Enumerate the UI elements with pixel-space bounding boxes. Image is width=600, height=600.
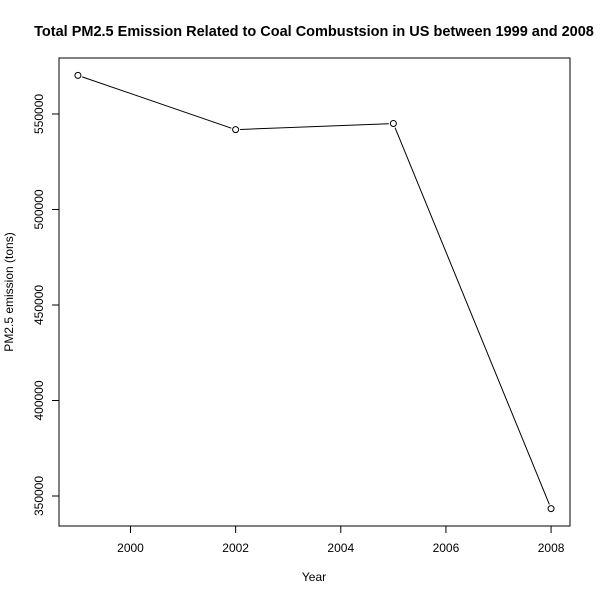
- data-point: [74, 71, 82, 79]
- x-tick-label: 2008: [538, 541, 565, 555]
- y-axis-label: PM2.5 emission (tons): [2, 232, 16, 351]
- plot-area-frame: [58, 57, 571, 527]
- data-point: [389, 120, 397, 128]
- x-tick-label: 2002: [222, 541, 249, 555]
- x-tick-label: 2006: [433, 541, 460, 555]
- y-tick-label: 550000: [32, 94, 46, 134]
- data-point: [547, 505, 555, 513]
- x-axis-label: Year: [302, 570, 326, 584]
- series-line-segment: [82, 76, 232, 129]
- series-line-segment: [394, 127, 550, 505]
- series-line-segment: [240, 123, 389, 130]
- y-axis: 350000 400000 450000 500000 550000: [32, 94, 59, 516]
- x-axis: 2000 2002 2004 2006 2008: [117, 526, 565, 555]
- y-tick-label: 400000: [32, 380, 46, 420]
- chart-title: Total PM2.5 Emission Related to Coal Com…: [34, 24, 594, 40]
- y-tick-label: 350000: [32, 476, 46, 516]
- data-point: [232, 126, 240, 134]
- x-tick-label: 2000: [117, 541, 144, 555]
- x-tick-label: 2004: [327, 541, 354, 555]
- y-tick-label: 450000: [32, 285, 46, 325]
- y-tick-label: 500000: [32, 189, 46, 229]
- series-layer: [74, 71, 555, 513]
